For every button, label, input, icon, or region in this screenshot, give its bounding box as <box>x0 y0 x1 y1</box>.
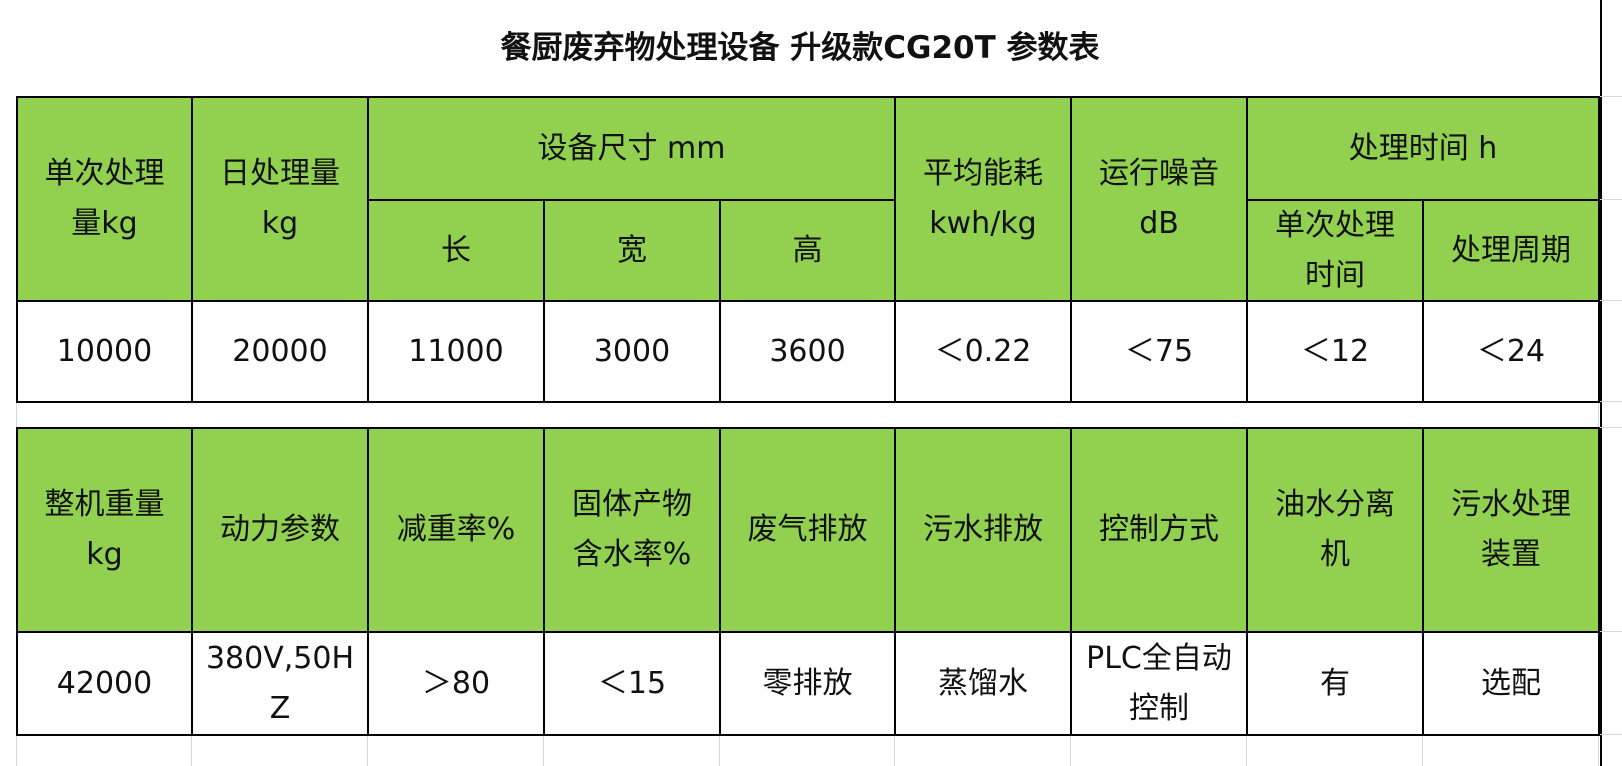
header-cell: 固体产物 含水率% <box>543 427 721 633</box>
value-cell: ＞80 <box>367 631 545 736</box>
subheader-cell: 长 <box>367 199 545 302</box>
value-cell: 3600 <box>719 300 896 403</box>
sheet-edge <box>1600 0 1602 766</box>
value-cell: ＜75 <box>1070 300 1248 403</box>
value-cell: ＜15 <box>543 631 721 736</box>
header-cell: 污水处理 装置 <box>1422 427 1600 633</box>
grid-line <box>543 736 544 766</box>
grid-line <box>367 736 368 766</box>
value-cell: 10000 <box>16 300 193 403</box>
header-cell: 运行噪音 dB <box>1070 96 1248 302</box>
value-cell: 380V,50H Z <box>191 631 369 736</box>
grid-line <box>1600 734 1622 735</box>
grid-line <box>1246 736 1247 766</box>
value-cell: 3000 <box>543 300 721 403</box>
subheader-cell: 单次处理 时间 <box>1246 199 1424 302</box>
grid-line <box>16 401 17 427</box>
grid-line <box>1600 427 1622 428</box>
header-cell: 废气排放 <box>719 427 896 633</box>
table-title: 餐厨废弃物处理设备 升级款CG20T 参数表 <box>500 30 1100 66</box>
header-cell: 单次处理 量kg <box>16 96 193 302</box>
grid-line <box>719 736 720 766</box>
value-cell: 11000 <box>367 300 545 403</box>
header-cell: 污水排放 <box>894 427 1072 633</box>
header-cell: 处理时间 h <box>1246 96 1600 201</box>
value-cell: ＜24 <box>1422 300 1600 403</box>
grid-line <box>1600 631 1622 632</box>
header-cell: 油水分离 机 <box>1246 427 1424 633</box>
grid-line <box>1600 300 1622 301</box>
grid-line <box>1600 199 1622 200</box>
value-cell: ＜0.22 <box>894 300 1072 403</box>
header-cell: 控制方式 <box>1070 427 1248 633</box>
grid-line <box>16 736 17 766</box>
grid-line <box>1070 736 1071 766</box>
header-cell: 动力参数 <box>191 427 369 633</box>
value-cell: 20000 <box>191 300 369 403</box>
header-cell: 日处理量 kg <box>191 96 369 302</box>
value-cell: 42000 <box>16 631 193 736</box>
value-cell: 零排放 <box>719 631 896 736</box>
grid-line <box>1600 96 1622 97</box>
grid-line <box>1598 401 1599 427</box>
grid-line <box>191 736 192 766</box>
header-cell: 平均能耗 kwh/kg <box>894 96 1072 302</box>
value-cell: 有 <box>1246 631 1424 736</box>
grid-line <box>894 736 895 766</box>
value-cell: ＜12 <box>1246 300 1424 403</box>
header-cell: 整机重量 kg <box>16 427 193 633</box>
grid-line <box>1600 401 1622 402</box>
value-cell: 蒸馏水 <box>894 631 1072 736</box>
header-cell: 减重率% <box>367 427 545 633</box>
grid-line <box>1598 736 1599 766</box>
subheader-cell: 高 <box>719 199 896 302</box>
subheader-cell: 处理周期 <box>1422 199 1600 302</box>
subheader-cell: 宽 <box>543 199 721 302</box>
value-cell: 选配 <box>1422 631 1600 736</box>
header-cell: 设备尺寸 mm <box>367 96 896 201</box>
grid-line <box>1422 736 1423 766</box>
value-cell: PLC全自动 控制 <box>1070 631 1248 736</box>
